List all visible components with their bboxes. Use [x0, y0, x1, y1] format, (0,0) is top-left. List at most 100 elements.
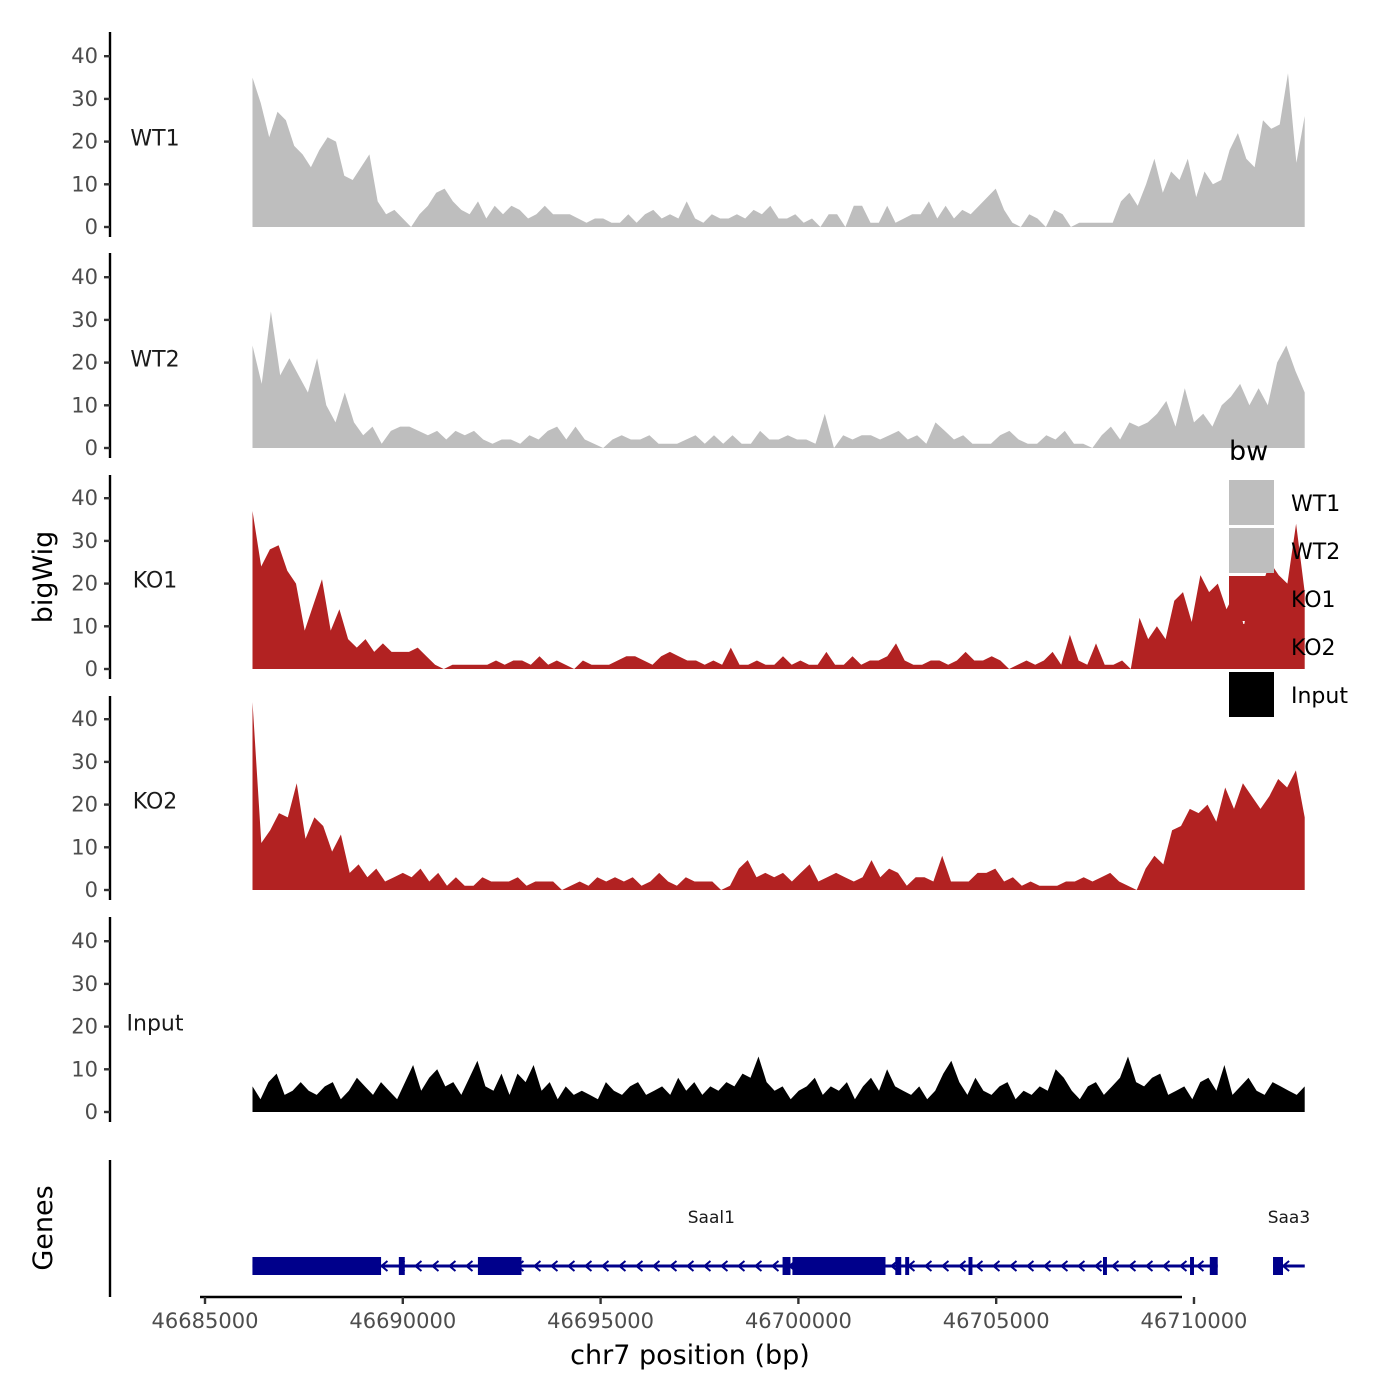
legend-label: Input — [1291, 684, 1348, 709]
y-tick-label: 20 — [71, 793, 98, 817]
y-tick-label: 30 — [71, 972, 98, 996]
gene-cds — [252, 1257, 382, 1275]
legend-key-wt1 — [1229, 480, 1274, 525]
legend-label: WT1 — [1291, 492, 1340, 517]
strand-arrow — [923, 1260, 933, 1272]
strand-arrow — [1144, 1260, 1154, 1272]
strand-arrow — [566, 1260, 576, 1272]
coverage-area-ko2 — [252, 702, 1305, 890]
y-tick-label: 30 — [71, 308, 98, 332]
strand-arrow — [702, 1260, 712, 1272]
y-tick-label: 10 — [71, 1057, 98, 1081]
gene-saal1: Saal1 — [252, 1208, 1218, 1275]
y-tick-label: 20 — [71, 1015, 98, 1039]
strand-arrow — [1008, 1260, 1018, 1272]
strand-arrow — [1178, 1260, 1188, 1272]
gene-exon — [782, 1257, 791, 1275]
gene-exon — [1209, 1257, 1218, 1275]
strand-arrow — [736, 1260, 746, 1272]
strand-arrow — [583, 1260, 593, 1272]
track-label: KO1 — [133, 568, 178, 593]
x-axis-title: chr7 position (bp) — [570, 1340, 810, 1371]
track-label: WT1 — [130, 126, 179, 151]
y-tick-label: 0 — [85, 878, 98, 902]
strand-arrow — [379, 1260, 389, 1272]
strand-arrow — [753, 1260, 763, 1272]
strand-arrow — [430, 1260, 440, 1272]
strand-arrow — [1093, 1260, 1103, 1272]
y-tick-label: 0 — [85, 1100, 98, 1124]
coverage-area-wt1 — [252, 73, 1305, 227]
legend-key-ko2 — [1229, 624, 1274, 669]
x-tick-label: 46695000 — [547, 1309, 654, 1333]
track-wt2: 0 10 20 30 40 WT2 — [71, 253, 1305, 460]
genes-panel: Saal1 Saa3 — [108, 1160, 1310, 1297]
coverage-area-wt2 — [252, 311, 1305, 448]
legend: bw WT1 WT2 KO1 KO2 Input — [1229, 436, 1348, 717]
gene-exon — [968, 1257, 973, 1275]
strand-arrow — [1127, 1260, 1137, 1272]
strand-arrow — [1195, 1260, 1205, 1272]
legend-label: WT2 — [1291, 540, 1340, 565]
y-tick-label: 20 — [71, 351, 98, 375]
strand-arrow — [1161, 1260, 1171, 1272]
genes-axis-title: Genes — [28, 1185, 59, 1270]
gene-label: Saal1 — [688, 1208, 735, 1228]
y-tick-label: 0 — [85, 436, 98, 460]
legend-key-wt2 — [1229, 528, 1274, 573]
y-tick-label: 30 — [71, 529, 98, 553]
gene-exon — [905, 1257, 910, 1275]
strand-arrow — [600, 1260, 610, 1272]
strand-arrow — [668, 1260, 678, 1272]
coverage-area-ko1 — [252, 511, 1305, 669]
y-tick-label: 10 — [71, 393, 98, 417]
y-tick-label: 20 — [71, 572, 98, 596]
coverage-area-input — [252, 1056, 1305, 1112]
strand-arrow — [1042, 1260, 1052, 1272]
strand-arrow — [1076, 1260, 1086, 1272]
coverage-tracks: 0 10 20 30 40 WT1 0 10 20 30 40 WT2 0 10 20 30 40 KO1 0 10 2… — [71, 32, 1305, 1124]
strand-arrow — [532, 1260, 542, 1272]
track-label: WT2 — [130, 347, 179, 372]
y-tick-label: 40 — [71, 707, 98, 731]
gene-exon — [1102, 1257, 1107, 1275]
y-tick-label: 10 — [71, 614, 98, 638]
track-wt1: 0 10 20 30 40 WT1 — [71, 32, 1305, 239]
y-tick-label: 0 — [85, 657, 98, 681]
gene-cds — [477, 1257, 522, 1275]
y-tick-label: 40 — [71, 44, 98, 68]
legend-title: bw — [1229, 436, 1268, 467]
y-tick-label: 30 — [71, 750, 98, 774]
strand-arrow — [634, 1260, 644, 1272]
gene-cds — [792, 1257, 886, 1275]
strand-arrow — [549, 1260, 559, 1272]
y-tick-label: 10 — [71, 172, 98, 196]
x-tick-label: 46705000 — [943, 1309, 1050, 1333]
gene-exon — [1190, 1257, 1194, 1275]
y-tick-label: 40 — [71, 265, 98, 289]
strand-arrow — [685, 1260, 695, 1272]
strand-arrow — [719, 1260, 729, 1272]
gene-exon — [398, 1257, 405, 1275]
strand-arrow — [617, 1260, 627, 1272]
strand-arrow — [991, 1260, 1001, 1272]
y-axis-title: bigWig — [28, 531, 59, 624]
gene-cds — [1273, 1257, 1283, 1275]
track-label: Input — [127, 1011, 184, 1036]
legend-label: KO1 — [1291, 588, 1336, 613]
x-axis: 46685000 46690000 46695000 46700000 46705000… — [152, 1295, 1247, 1333]
x-tick-label: 46690000 — [349, 1309, 456, 1333]
strand-arrow — [974, 1260, 984, 1272]
y-tick-label: 30 — [71, 87, 98, 111]
legend-label: KO2 — [1291, 636, 1336, 661]
strand-arrow — [770, 1260, 780, 1272]
gene-saa3: Saa3 — [1268, 1208, 1310, 1275]
strand-arrow — [651, 1260, 661, 1272]
y-tick-label: 40 — [71, 486, 98, 510]
strand-arrow — [940, 1260, 950, 1272]
strand-arrow — [447, 1260, 457, 1272]
strand-arrow — [957, 1260, 967, 1272]
y-tick-label: 10 — [71, 835, 98, 859]
strand-arrow — [1025, 1260, 1035, 1272]
